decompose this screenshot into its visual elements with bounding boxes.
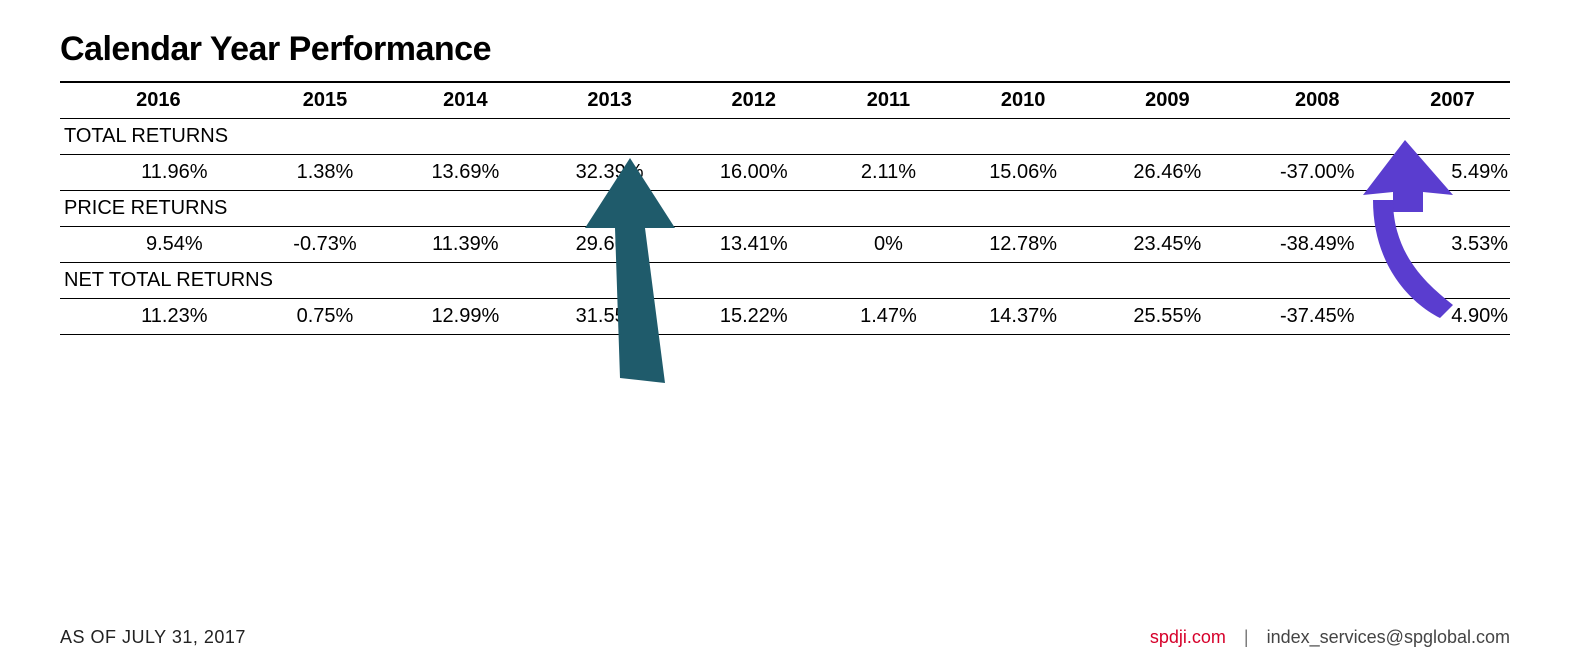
cell: 5.49% xyxy=(1395,155,1510,191)
cell: -0.73% xyxy=(257,227,394,263)
year-header: 2010 xyxy=(951,82,1095,119)
section-row-price-returns: PRICE RETURNS xyxy=(60,191,1510,227)
data-row-total-returns: 11.96% 1.38% 13.69% 32.39% 16.00% 2.11% … xyxy=(60,155,1510,191)
section-row-total-returns: TOTAL RETURNS xyxy=(60,119,1510,155)
cell: -37.00% xyxy=(1239,155,1395,191)
section-label: NET TOTAL RETURNS xyxy=(60,263,1510,299)
cell: 1.38% xyxy=(257,155,394,191)
cell: 15.22% xyxy=(682,299,826,335)
data-row-price-returns: 9.54% -0.73% 11.39% 29.60% 13.41% 0% 12.… xyxy=(60,227,1510,263)
data-row-net-total-returns: 11.23% 0.75% 12.99% 31.55% 15.22% 1.47% … xyxy=(60,299,1510,335)
page-title: Calendar Year Performance xyxy=(60,30,1510,69)
cell: -38.49% xyxy=(1239,227,1395,263)
cell: 14.37% xyxy=(951,299,1095,335)
section-label: PRICE RETURNS xyxy=(60,191,1510,227)
cell: 1.47% xyxy=(826,299,951,335)
cell: 12.99% xyxy=(393,299,537,335)
section-label: TOTAL RETURNS xyxy=(60,119,1510,155)
year-header: 2014 xyxy=(393,82,537,119)
cell: 32.39% xyxy=(537,155,681,191)
year-header: 2007 xyxy=(1395,82,1510,119)
cell: 11.23% xyxy=(60,299,257,335)
year-header: 2012 xyxy=(682,82,826,119)
table-header-row: 2016 2015 2014 2013 2012 2011 2010 2009 … xyxy=(60,82,1510,119)
cell: 3.53% xyxy=(1395,227,1510,263)
asof-text: AS OF JULY 31, 2017 xyxy=(60,627,246,648)
cell: 16.00% xyxy=(682,155,826,191)
year-header: 2016 xyxy=(60,82,257,119)
year-header: 2011 xyxy=(826,82,951,119)
cell: 4.90% xyxy=(1395,299,1510,335)
page-footer: AS OF JULY 31, 2017 spdji.com | index_se… xyxy=(60,627,1510,648)
cell: 15.06% xyxy=(951,155,1095,191)
cell: 12.78% xyxy=(951,227,1095,263)
cell: 0% xyxy=(826,227,951,263)
year-header: 2015 xyxy=(257,82,394,119)
cell: 13.69% xyxy=(393,155,537,191)
footer-separator: | xyxy=(1244,627,1249,648)
cell: 25.55% xyxy=(1095,299,1239,335)
year-header: 2009 xyxy=(1095,82,1239,119)
cell: 9.54% xyxy=(60,227,257,263)
cell: -37.45% xyxy=(1239,299,1395,335)
year-header: 2008 xyxy=(1239,82,1395,119)
cell: 26.46% xyxy=(1095,155,1239,191)
cell: 11.96% xyxy=(60,155,257,191)
section-row-net-total-returns: NET TOTAL RETURNS xyxy=(60,263,1510,299)
footer-email[interactable]: index_services@spglobal.com xyxy=(1267,627,1510,648)
performance-table: 2016 2015 2014 2013 2012 2011 2010 2009 … xyxy=(60,81,1510,335)
cell: 29.60% xyxy=(537,227,681,263)
cell: 31.55% xyxy=(537,299,681,335)
year-header: 2013 xyxy=(537,82,681,119)
footer-link[interactable]: spdji.com xyxy=(1150,627,1226,648)
cell: 2.11% xyxy=(826,155,951,191)
cell: 23.45% xyxy=(1095,227,1239,263)
cell: 0.75% xyxy=(257,299,394,335)
cell: 13.41% xyxy=(682,227,826,263)
cell: 11.39% xyxy=(393,227,537,263)
